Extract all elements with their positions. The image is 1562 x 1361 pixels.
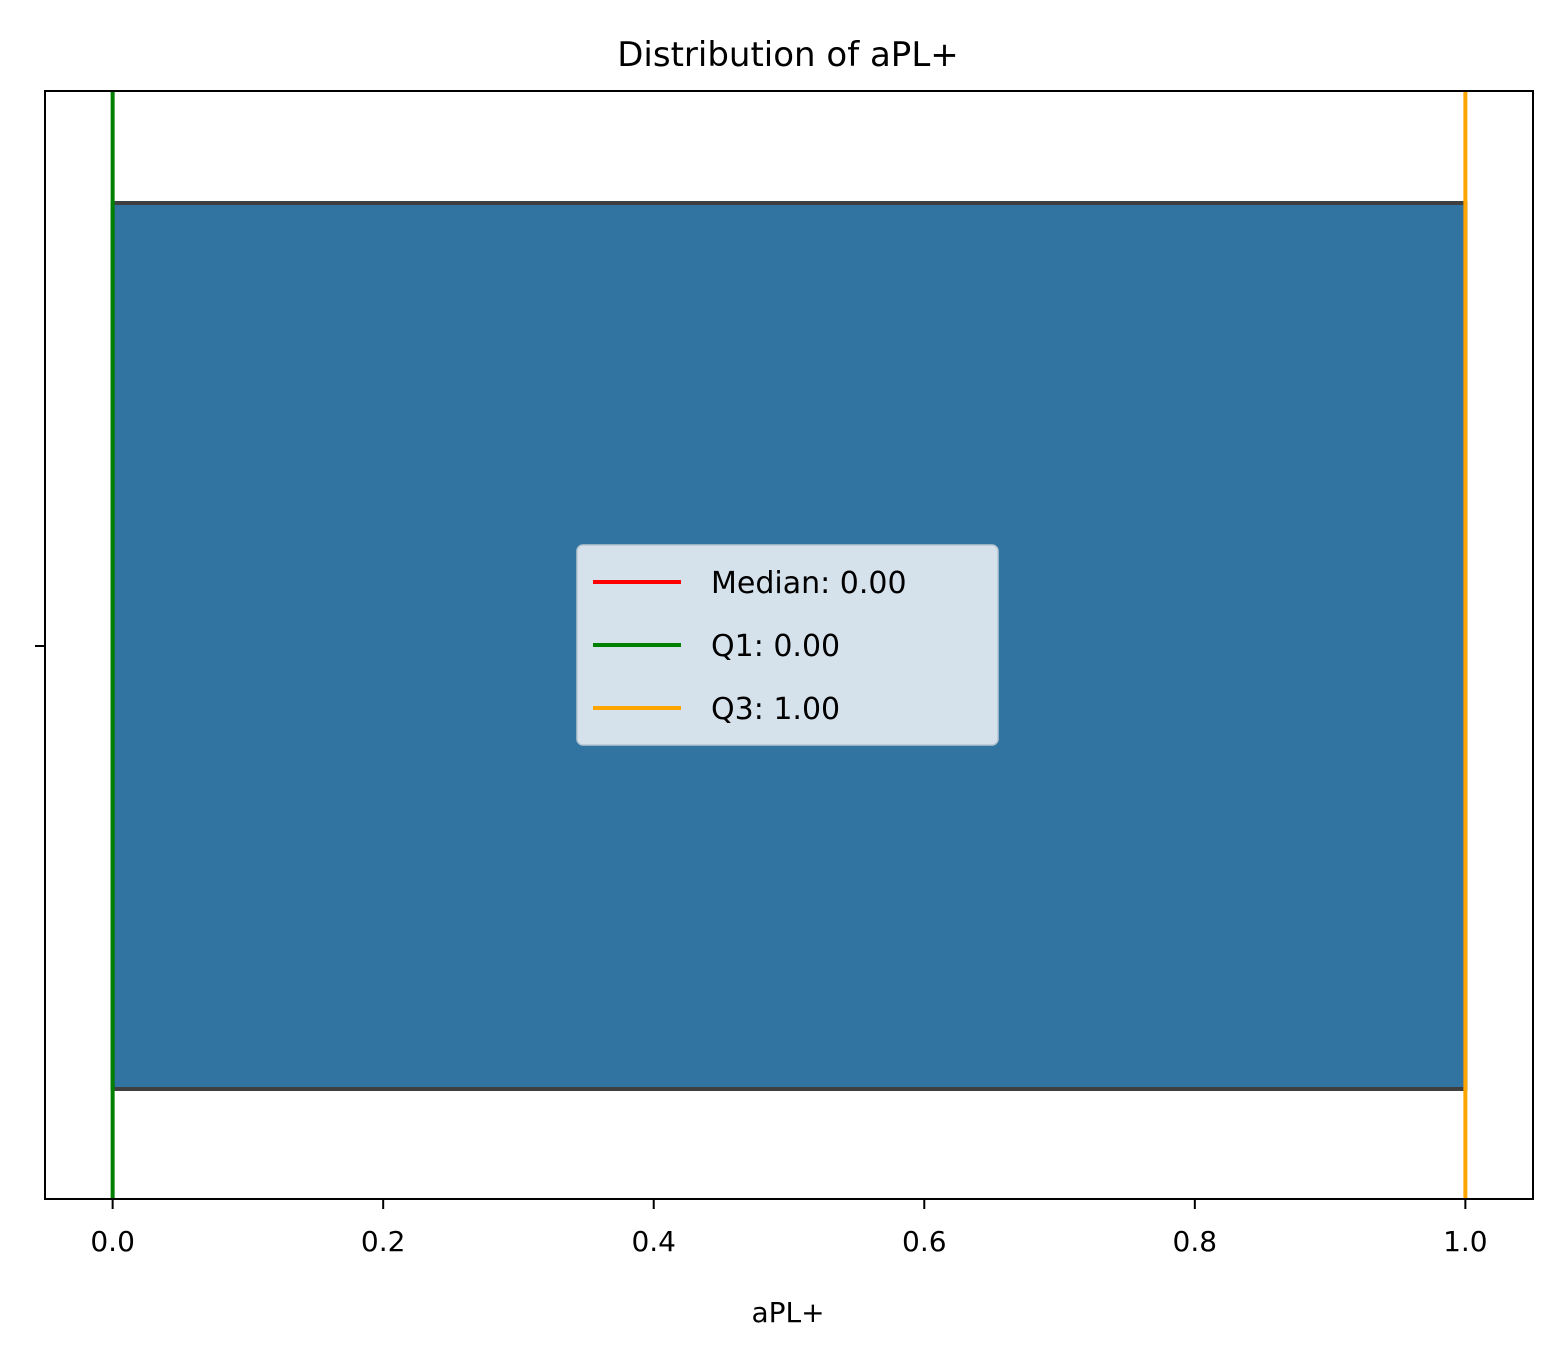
x-tick-label: 0.6 [902, 1225, 947, 1258]
x-tick-label: 0.0 [90, 1225, 135, 1258]
legend-label-median: Median: 0.00 [711, 566, 907, 601]
x-tick-label: 1.0 [1443, 1225, 1488, 1258]
x-tick-label: 0.4 [631, 1225, 676, 1258]
legend-box [576, 544, 999, 746]
legend: Median: 0.00 Q1: 0.00 Q3: 1.00 [576, 544, 999, 746]
legend-label-q3: Q3: 1.00 [711, 692, 840, 727]
x-tick-label: 0.8 [1173, 1225, 1218, 1258]
x-tick-label: 0.2 [361, 1225, 406, 1258]
legend-label-q1: Q1: 0.00 [711, 629, 840, 664]
chart-title: Distribution of aPL+ [617, 35, 959, 75]
x-axis-label: aPL+ [751, 1296, 824, 1329]
